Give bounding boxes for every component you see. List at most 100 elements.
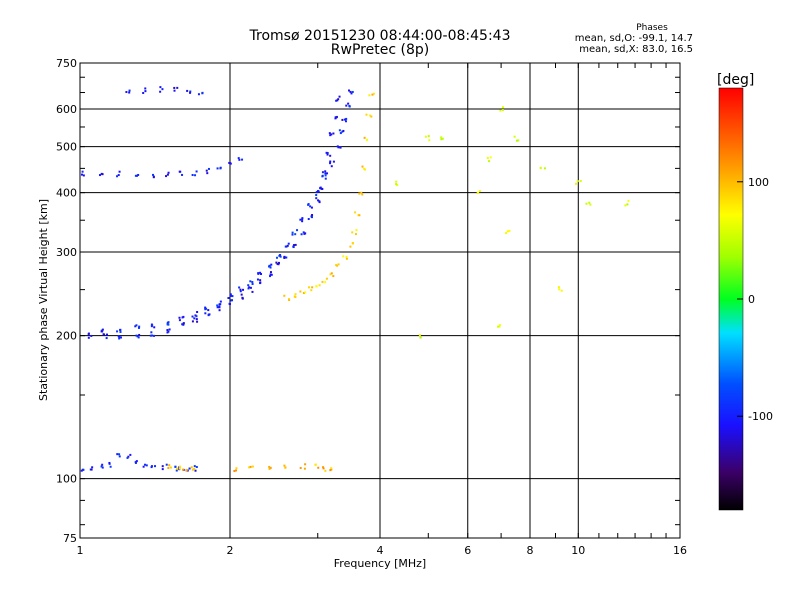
echo-point <box>283 255 286 258</box>
echo-point <box>178 316 181 319</box>
echo-point <box>300 233 303 236</box>
echo-point <box>167 321 170 324</box>
echo-point <box>294 293 297 296</box>
echo-point <box>351 231 354 234</box>
axis-ticks <box>79 63 681 538</box>
echo-point <box>498 325 501 328</box>
echo-point <box>216 306 219 309</box>
echo-point <box>116 330 119 333</box>
echo-point <box>293 244 296 247</box>
echo-point <box>169 466 172 469</box>
echo-point <box>275 256 278 259</box>
x-tick-label: 8 <box>527 544 534 557</box>
echo-point <box>238 286 241 289</box>
echo-point <box>251 281 254 284</box>
echo-point <box>166 173 169 176</box>
x-tick-label: 16 <box>673 544 687 557</box>
colorbar-unit-label: [deg] <box>717 72 754 88</box>
echo-point <box>229 303 232 306</box>
echo-point <box>168 464 171 467</box>
colorbar-tick-label: 0 <box>748 293 755 306</box>
echo-point <box>188 467 191 470</box>
echo-points <box>80 86 630 473</box>
echo-point <box>167 171 170 174</box>
echo-point <box>338 95 341 98</box>
echo-point <box>166 331 169 334</box>
echo-point <box>557 286 560 289</box>
echo-point <box>228 162 231 165</box>
echo-point <box>304 232 307 235</box>
echo-point <box>159 86 162 89</box>
echo-point <box>168 328 171 331</box>
grid-lines <box>80 63 680 538</box>
echo-point <box>311 286 314 289</box>
echo-point <box>145 464 148 467</box>
echo-point <box>267 265 270 268</box>
echo-point <box>294 296 297 299</box>
echo-point <box>135 324 138 327</box>
echo-point <box>118 455 121 458</box>
echo-point <box>205 169 208 172</box>
y-tick-label: 750 <box>56 57 77 70</box>
echo-point <box>318 284 321 287</box>
echo-point <box>153 326 156 329</box>
echo-point <box>193 317 196 320</box>
echo-point <box>371 93 374 96</box>
echo-point <box>342 255 345 258</box>
echo-point <box>179 465 182 468</box>
echo-point <box>579 180 582 183</box>
echo-point <box>294 233 297 236</box>
echo-point <box>324 174 327 177</box>
echo-point <box>351 242 354 245</box>
echo-point <box>241 158 244 161</box>
echo-point <box>195 318 198 321</box>
echo-point <box>90 468 93 471</box>
echo-point <box>330 467 333 470</box>
echo-point <box>315 191 318 194</box>
echo-point <box>161 465 164 468</box>
echo-point <box>321 280 324 283</box>
echo-point <box>361 193 364 196</box>
echo-point <box>194 174 197 177</box>
echo-point <box>87 332 90 335</box>
echo-point <box>185 468 188 471</box>
echo-point <box>321 171 324 174</box>
echo-point <box>151 324 154 327</box>
echo-point <box>249 286 252 289</box>
echo-point <box>249 280 252 283</box>
echo-point <box>348 105 351 108</box>
echo-point <box>286 244 289 247</box>
echo-point <box>149 334 152 337</box>
echo-point <box>424 135 427 138</box>
echo-point <box>322 466 325 469</box>
echo-point <box>166 323 169 326</box>
echo-point <box>329 469 332 472</box>
echo-point <box>216 167 219 170</box>
chart-subtitle: RwPretec (8p) <box>331 42 429 58</box>
echo-point <box>513 135 516 138</box>
echo-point <box>248 466 251 469</box>
echo-point <box>138 325 141 328</box>
echo-point <box>348 89 351 92</box>
echo-point <box>142 465 145 468</box>
echo-point <box>118 337 121 340</box>
echo-point <box>268 465 271 468</box>
echo-point <box>142 91 145 94</box>
echo-point <box>137 336 140 339</box>
echo-point <box>269 466 272 469</box>
echo-point <box>219 300 222 303</box>
echo-point <box>543 167 546 170</box>
echo-point <box>332 132 335 135</box>
echo-point <box>624 204 627 207</box>
echo-point <box>335 115 338 118</box>
stats-o-line: mean, sd,O: -99.1, 14.7 <box>575 33 693 44</box>
echo-point <box>194 469 197 472</box>
echo-point <box>134 174 137 177</box>
echo-point <box>134 325 137 328</box>
echo-point <box>351 90 354 93</box>
echo-point <box>136 335 139 338</box>
echo-point <box>309 205 312 208</box>
echo-point <box>283 464 286 467</box>
echo-point <box>279 255 282 258</box>
x-tick-label: 1 <box>77 544 84 557</box>
